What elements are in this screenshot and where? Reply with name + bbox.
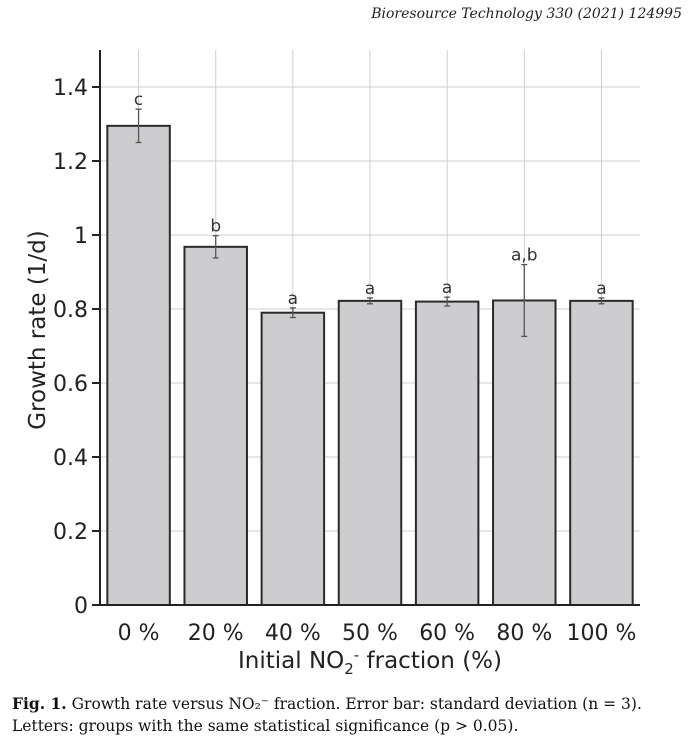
y-tick-label: 0.2 xyxy=(53,520,88,545)
bar xyxy=(106,124,171,606)
y-tick-label: 0 xyxy=(74,594,88,619)
growth-rate-bar-chart: cba a aa,ba 0 % 20 % 40 % 50 % 60 % 80 % 100 %00… xyxy=(25,50,640,678)
y-axis-label: Growth rate (1/d) xyxy=(25,230,51,430)
bars: c b a a a a,b a xyxy=(106,90,634,606)
y-tick-label: 1 xyxy=(74,224,88,249)
bar xyxy=(183,245,248,606)
x-tick-label: 50 % xyxy=(342,621,398,646)
x-tick-label: 0 % xyxy=(118,621,160,646)
significance-letter: c xyxy=(134,90,143,110)
significance-letter: b xyxy=(210,217,221,237)
x-tick-label: 60 % xyxy=(419,621,475,646)
y-tick-label: 0.8 xyxy=(53,298,88,323)
significance-letter: a xyxy=(288,289,298,309)
bar xyxy=(337,299,403,606)
y-tick-label: 0.4 xyxy=(53,446,88,471)
y-tick-label: 1.2 xyxy=(53,150,88,175)
bar xyxy=(492,299,557,606)
x-axis-label: Initial NO2- fraction (%) xyxy=(238,646,502,678)
caption-label: Fig. 1. xyxy=(12,694,67,713)
x-tick-label: 80 % xyxy=(496,621,552,646)
x-tick-label: 100 % xyxy=(566,621,636,646)
figure-caption: Fig. 1. Growth rate versus NO₂⁻ fraction… xyxy=(12,693,682,737)
axes: 0 % 20 % 40 % 50 % 60 % 80 % 100 % 0 0.2 0.4 0.6 0.… xyxy=(53,50,640,646)
significance-letter: a xyxy=(365,279,375,299)
bar xyxy=(260,311,326,606)
significance-letter: a,b xyxy=(511,246,538,266)
bar xyxy=(569,299,634,606)
x-tick-label: 20 % xyxy=(188,621,244,646)
significance-letter: a xyxy=(442,278,452,298)
x-tick-label: 40 % xyxy=(265,621,321,646)
bar xyxy=(414,300,480,606)
y-tick-label: 0.6 xyxy=(53,372,88,397)
significance-letter: a xyxy=(596,279,606,299)
caption-text: Growth rate versus NO₂⁻ fraction. Error … xyxy=(12,695,642,735)
journal-reference: Bioresource Technology 330 (2021) 124995 xyxy=(371,6,682,22)
y-tick-label: 1.4 xyxy=(53,76,88,101)
